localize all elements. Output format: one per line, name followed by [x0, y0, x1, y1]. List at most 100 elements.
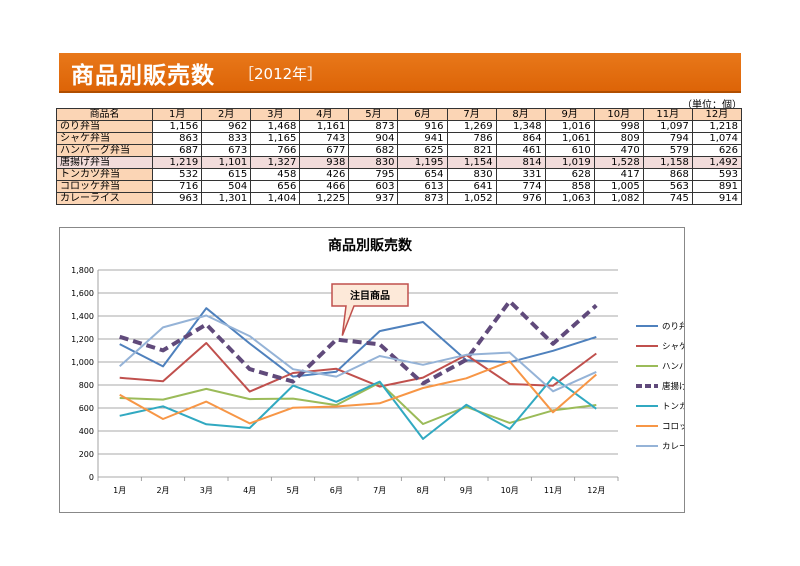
column-header-month: 6月	[397, 108, 448, 121]
legend-label: 唐揚げ弁当	[662, 381, 684, 392]
table-row: ハンバーグ弁当 687 673 766 677 682 625 821 461 610 470 579…	[55, 144, 743, 157]
product-name-cell: ハンバーグ弁当	[55, 144, 154, 157]
x-tick-label: 4月	[243, 486, 256, 495]
sales-value-cell: 904	[348, 132, 399, 145]
column-header-month: 10月	[593, 108, 644, 121]
x-tick-label: 12月	[587, 486, 605, 495]
y-tick-label: 1,200	[71, 335, 94, 344]
x-tick-label: 2月	[156, 486, 169, 495]
chart-area: 商品別販売数 0 200 400 600 800 1,000 1,200 1,400 1,600 1…	[59, 227, 685, 513]
y-tick-label: 400	[79, 427, 94, 436]
x-tick-label: 6月	[330, 486, 343, 495]
sales-value-cell: 937	[348, 192, 399, 205]
sales-value-cell: 1,063	[544, 192, 595, 205]
sales-value-cell: 532	[152, 168, 203, 181]
sales-value-cell: 466	[299, 180, 350, 193]
x-tick-label: 1月	[113, 486, 126, 495]
column-header-month: 2月	[201, 108, 252, 121]
series-line-6	[119, 360, 597, 425]
sales-value-cell: 863	[152, 132, 203, 145]
column-header-month: 5月	[348, 108, 399, 121]
sales-value-cell: 858	[544, 180, 595, 193]
table-row: コロッケ弁当 716 504 656 466 603 613 641 774 858 1,005 56…	[55, 180, 743, 193]
table-row: 唐揚げ弁当 1,219 1,101 1,327 938 830 1,195 1,154 814 1…	[55, 156, 743, 169]
sales-value-cell: 615	[201, 168, 252, 181]
sales-value-cell: 833	[201, 132, 252, 145]
sales-value-cell: 458	[250, 168, 301, 181]
sales-value-cell: 794	[642, 132, 693, 145]
sales-value-cell: 1,074	[691, 132, 743, 145]
sales-value-cell: 677	[299, 144, 350, 157]
sales-value-cell: 1,019	[544, 156, 595, 169]
sales-value-cell: 941	[397, 132, 448, 145]
table-row: トンカツ弁当 532 615 458 426 795 654 830 331 628 417 868 5…	[55, 168, 743, 181]
sales-value-cell: 1,082	[593, 192, 644, 205]
sales-value-cell: 1,154	[446, 156, 497, 169]
product-name-cell: カレーライス	[55, 192, 154, 205]
x-tick-label: 5月	[286, 486, 299, 495]
table-header-row: 商品名 1月 2月 3月 4月 5月 6月 7月 8月 9月 10月 11月 12月	[55, 108, 743, 121]
y-tick-label: 1,400	[71, 312, 94, 321]
column-header-month: 9月	[544, 108, 595, 121]
sales-value-cell: 1,156	[152, 120, 203, 133]
series-line-2	[119, 342, 597, 393]
sales-value-cell: 830	[446, 168, 497, 181]
sales-value-cell: 1,492	[691, 156, 743, 169]
y-tick-label: 200	[79, 450, 94, 459]
year-label: ［2012年］	[239, 65, 323, 83]
product-name-cell: シャケ弁当	[55, 132, 154, 145]
sales-value-cell: 814	[495, 156, 546, 169]
sales-value-cell: 641	[446, 180, 497, 193]
sales-value-cell: 1,052	[446, 192, 497, 205]
column-header-month: 3月	[250, 108, 301, 121]
page-title: 商品別販売数	[71, 63, 215, 89]
sales-value-cell: 1,468	[250, 120, 301, 133]
x-tick-label: 9月	[460, 486, 473, 495]
legend-label: ハンバーグ弁当	[662, 361, 684, 372]
sales-value-cell: 1,404	[250, 192, 301, 205]
sales-value-cell: 625	[397, 144, 448, 157]
y-tick-label: 1,000	[71, 358, 94, 367]
sales-value-cell: 868	[642, 168, 693, 181]
sales-value-cell: 914	[691, 192, 743, 205]
sales-value-cell: 1,101	[201, 156, 252, 169]
y-tick-label: 0	[89, 473, 94, 482]
table-row: シャケ弁当 863 833 1,165 743 904 941 786 864 1,061 809 7…	[55, 132, 743, 145]
sales-value-cell: 938	[299, 156, 350, 169]
sales-value-cell: 628	[544, 168, 595, 181]
sales-value-cell: 830	[348, 156, 399, 169]
product-name-cell: コロッケ弁当	[55, 180, 154, 193]
sales-value-cell: 610	[544, 144, 595, 157]
annotation-label: 注目商品	[350, 289, 390, 302]
column-header-month: 8月	[495, 108, 546, 121]
x-tick-label: 11月	[544, 486, 562, 495]
sales-value-cell: 795	[348, 168, 399, 181]
sales-value-cell: 1,218	[691, 120, 743, 133]
sales-value-cell: 1,301	[201, 192, 252, 205]
legend-label: のり弁当	[662, 321, 684, 332]
sales-value-cell: 891	[691, 180, 743, 193]
y-tick-label: 1,800	[71, 266, 94, 275]
sales-value-cell: 774	[495, 180, 546, 193]
sales-value-cell: 687	[152, 144, 203, 157]
product-name-cell: 唐揚げ弁当	[55, 156, 154, 169]
sales-value-cell: 626	[691, 144, 743, 157]
sales-value-cell: 682	[348, 144, 399, 157]
sales-value-cell: 809	[593, 132, 644, 145]
unit-label: （単位：個）	[682, 100, 742, 111]
sales-value-cell: 563	[642, 180, 693, 193]
sales-value-cell: 976	[495, 192, 546, 205]
sales-value-cell: 613	[397, 180, 448, 193]
sales-value-cell: 766	[250, 144, 301, 157]
series-line-7	[119, 314, 597, 393]
sales-value-cell: 331	[495, 168, 546, 181]
sales-value-cell: 1,016	[544, 120, 595, 133]
sales-value-cell: 1,195	[397, 156, 448, 169]
sales-value-cell: 673	[201, 144, 252, 157]
sales-value-cell: 1,528	[593, 156, 644, 169]
column-header-month: 4月	[299, 108, 350, 121]
column-header-month: 1月	[152, 108, 203, 121]
sales-value-cell: 603	[348, 180, 399, 193]
series-line-4	[119, 299, 598, 386]
column-header-month: 7月	[446, 108, 497, 121]
